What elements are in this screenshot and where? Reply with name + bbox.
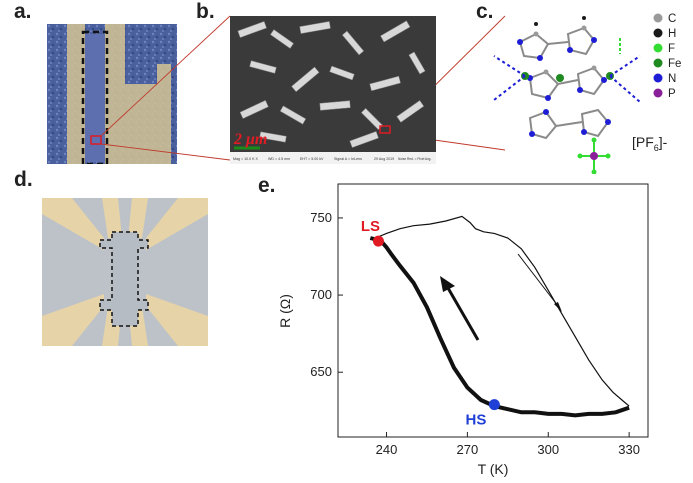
legend-label-h: H — [668, 28, 676, 40]
series-cooling-line — [369, 236, 630, 418]
legend-label-f: F — [668, 43, 675, 55]
marker-hs — [488, 399, 500, 411]
x-axis-title: T (K) — [478, 461, 509, 477]
panel-a-device-image — [47, 24, 177, 164]
scale-bar-label: 2 μm — [233, 131, 267, 148]
legend-label-fe: Fe — [668, 58, 681, 70]
panel-e-label: e. — [258, 174, 276, 197]
panel-c-label: c. — [476, 0, 494, 23]
legend-label-p: P — [668, 88, 676, 100]
marker-label-ls: LS — [361, 218, 380, 235]
sem-info-mag: Mag = 10.0 K X — [233, 157, 258, 161]
panel-b-sem-image: 2 μm Mag = 10.0 K X WD = 4.5 mm EHT = 5.… — [230, 16, 436, 164]
sem-info-eht: EHT = 5.00 kV — [300, 157, 324, 161]
y-tick-label: 700 — [310, 287, 332, 302]
panel-c-molecule — [493, 16, 641, 174]
x-tick-label: 240 — [376, 442, 398, 457]
x-tick-label: 270 — [457, 442, 479, 457]
counterion-close: ]- — [658, 134, 668, 150]
legend-swatch-n — [653, 73, 663, 83]
marker-label-hs: HS — [466, 412, 487, 429]
arrow-heating — [517, 253, 562, 312]
legend-swatch-c — [653, 13, 663, 23]
sem-info-signal: Signal A = InLens — [334, 157, 362, 161]
counterion-label: [PF6]- — [632, 134, 667, 153]
sem-info-wd: WD = 4.5 mm — [268, 157, 290, 161]
panel-d-device-image — [42, 198, 208, 346]
counterion-main: [PF — [632, 134, 654, 150]
x-tick-label: 300 — [537, 442, 559, 457]
sem-info-date: 29 Aug 2019 — [374, 157, 394, 161]
legend-swatch-fe — [653, 58, 663, 68]
panel-e-chart: 650 700 750 240 270 300 330 LS HS R (Ω) T (K) — [277, 183, 649, 477]
y-tick-label: 650 — [310, 364, 332, 379]
arrow-cooling — [440, 276, 480, 341]
legend-swatch-p — [653, 88, 663, 98]
legend-label-c: C — [668, 13, 676, 25]
legend-swatch-f — [653, 43, 663, 53]
legend-swatch-h — [653, 28, 663, 38]
panel-a-label: a. — [14, 0, 32, 23]
y-tick-label: 750 — [310, 210, 332, 225]
panel-d-label: d. — [14, 168, 33, 191]
panel-b-label: b. — [196, 0, 215, 23]
plot-frame — [337, 183, 649, 438]
series-heating-line — [370, 215, 630, 407]
legend-label-n: N — [668, 73, 676, 85]
sem-info-noise: Noise Red. = Pixel Avg. — [398, 157, 431, 161]
counterion-sub: 6 — [653, 142, 659, 153]
y-axis-title: R (Ω) — [277, 294, 293, 328]
marker-ls — [372, 235, 384, 247]
x-tick-label: 330 — [618, 442, 640, 457]
panel-c-legend: CHF Fe NP — [653, 13, 681, 100]
